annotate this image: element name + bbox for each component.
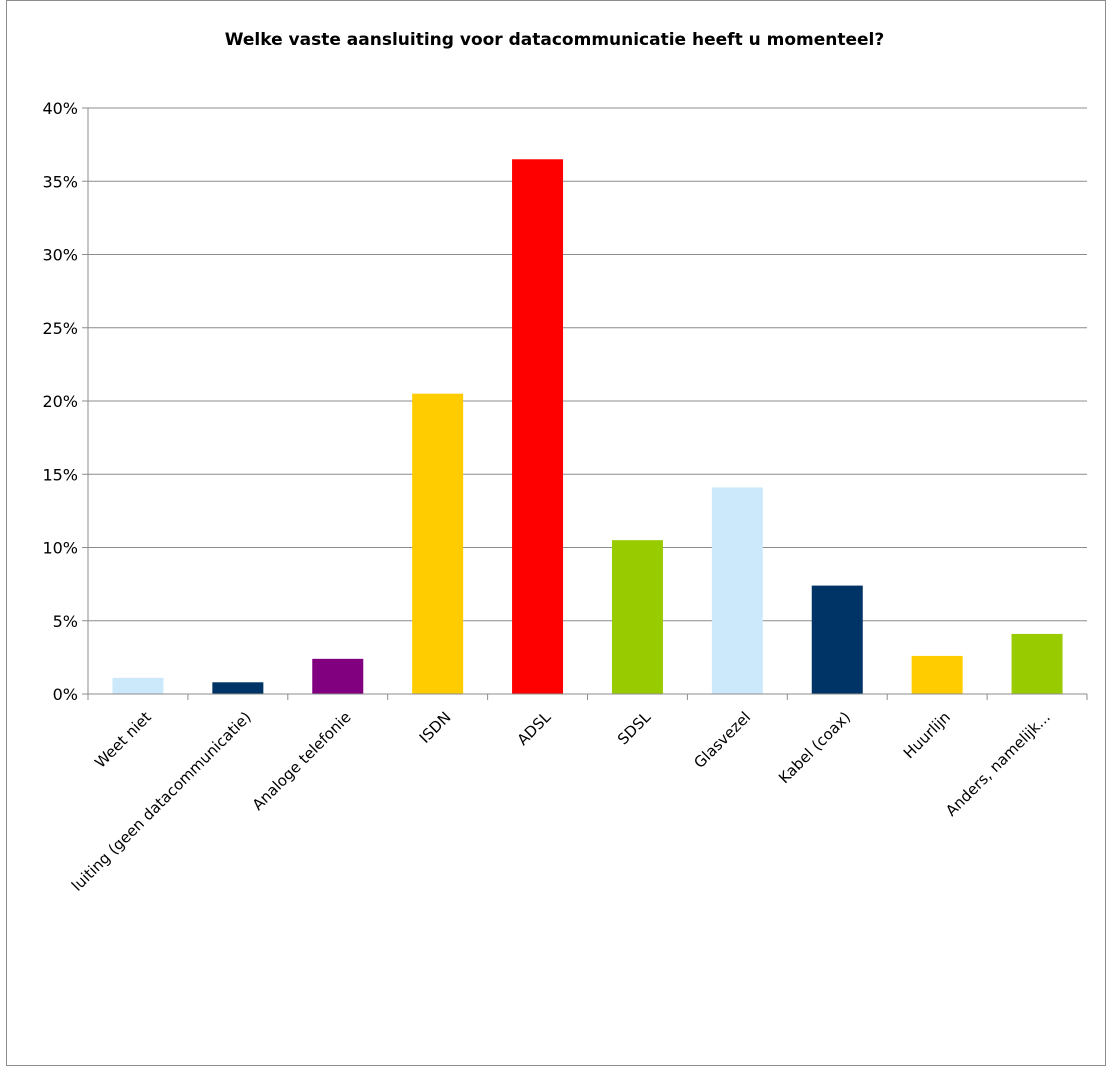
x-category-label: Huurlijn <box>900 708 954 762</box>
x-category-label: Weet niet <box>91 708 155 772</box>
bar <box>711 487 763 694</box>
x-category-label: SDSL <box>614 708 655 749</box>
bar <box>512 159 564 694</box>
y-tick-label: 15% <box>42 465 78 484</box>
bar <box>1011 633 1063 694</box>
bar <box>212 682 264 694</box>
y-tick-label: 20% <box>42 392 78 411</box>
chart-title: Welke vaste aansluiting voor datacommuni… <box>224 30 885 50</box>
x-category-label: Analoge telefonie <box>249 708 355 814</box>
bar <box>112 677 164 694</box>
x-category-label: Anders, namelijk... <box>942 708 1054 820</box>
y-tick-label: 40% <box>42 99 78 118</box>
y-tick-label: 25% <box>42 319 78 338</box>
x-category-label: Kabel (coax) <box>775 708 854 787</box>
x-category-label: ISDN <box>416 708 455 747</box>
bar <box>811 585 863 694</box>
y-tick-label: 0% <box>53 685 78 704</box>
bar <box>312 658 364 694</box>
y-tick-label: 35% <box>42 172 78 191</box>
y-tick-label: 30% <box>42 246 78 265</box>
bar <box>412 393 464 694</box>
y-tick-label: 10% <box>42 539 78 558</box>
x-category-label: Geen aansluiting (geen datacommunicatie) <box>11 708 254 951</box>
bar <box>911 655 963 694</box>
x-category-label: Glasvezel <box>690 708 754 772</box>
bar <box>611 540 663 694</box>
x-category-label: ADSL <box>514 708 555 749</box>
y-tick-label: 5% <box>53 612 78 631</box>
